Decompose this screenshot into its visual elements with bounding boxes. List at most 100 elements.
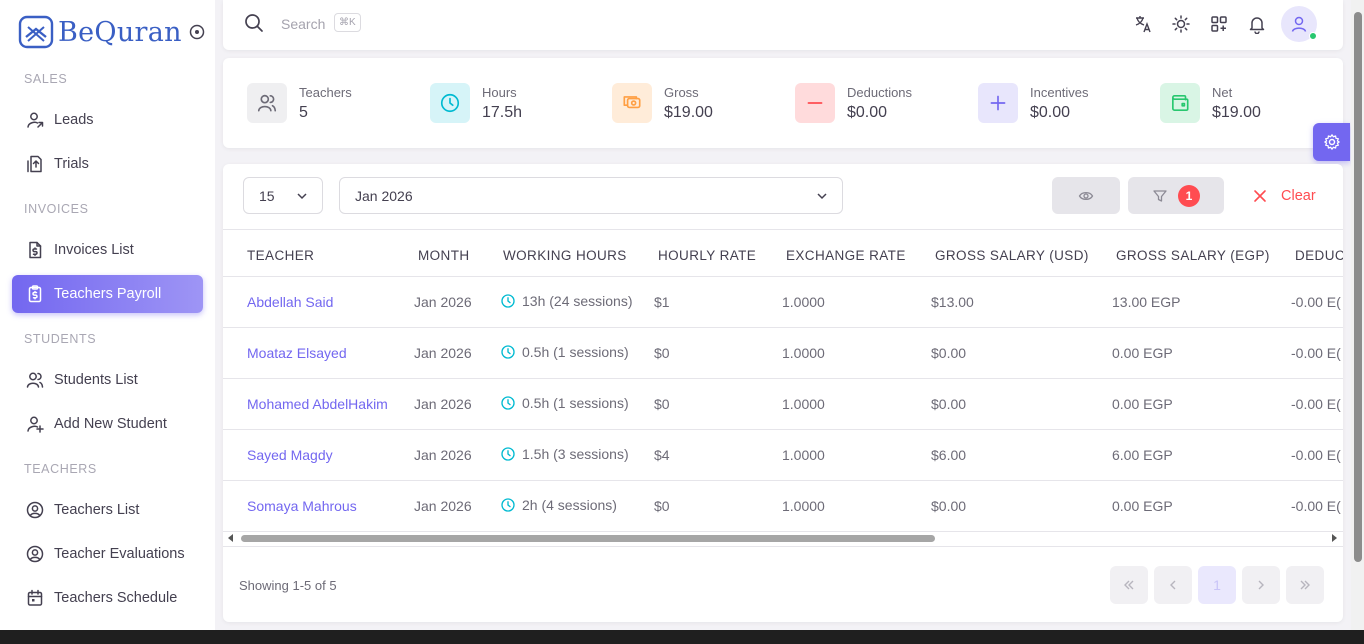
search-icon[interactable] xyxy=(243,12,265,34)
cell-rate: $0 xyxy=(654,498,670,514)
column-header[interactable]: GROSS SALARY (EGP) xyxy=(1116,248,1270,263)
cell-hours: 2h (4 sessions) xyxy=(500,497,617,513)
stat-value: 5 xyxy=(299,103,308,121)
sidebar-section-title: INVOICES xyxy=(24,202,89,216)
scroll-right-icon[interactable] xyxy=(1330,534,1338,542)
payroll-table: TEACHER MONTH WORKING HOURS HOURLY RATE EXCH… xyxy=(223,229,1343,532)
stat-text: Teachers 5 xyxy=(299,85,352,122)
clock-icon xyxy=(501,447,515,461)
apps-grid-icon[interactable] xyxy=(1207,12,1231,36)
page-1-button[interactable]: 1 xyxy=(1198,566,1236,604)
cell-gross-usd: $13.00 xyxy=(931,294,974,310)
cell-gross-egp: 0.00 EGP xyxy=(1112,345,1173,361)
cash-icon xyxy=(612,83,652,123)
cell-gross-usd: $0.00 xyxy=(931,498,967,514)
chevron-down-icon xyxy=(817,193,827,200)
sidebar-item-trials[interactable]: Trials xyxy=(12,145,203,183)
clear-filters-button[interactable]: Clear xyxy=(1253,177,1316,214)
column-header[interactable]: WORKING HOURS xyxy=(503,248,627,263)
stat-label: Hours xyxy=(482,84,517,100)
last-page-button[interactable] xyxy=(1286,566,1324,604)
cell-month: Jan 2026 xyxy=(414,498,472,514)
sidebar-item-label: Teachers Payroll xyxy=(54,286,162,302)
sidebar-item-teachers-payroll[interactable]: Teachers Payroll xyxy=(12,275,203,313)
hours-text: 1.5h (3 sessions) xyxy=(522,446,629,462)
cell-month: Jan 2026 xyxy=(414,294,472,310)
users-icon xyxy=(24,369,46,391)
first-page-button[interactable] xyxy=(1110,566,1148,604)
columns-visibility-button[interactable] xyxy=(1052,177,1120,214)
bell-icon[interactable] xyxy=(1245,12,1269,36)
cell-deduction: -0.00 E( xyxy=(1291,294,1341,310)
stat-net: Net $19.00 xyxy=(1160,83,1261,123)
filter-button[interactable]: 1 xyxy=(1128,177,1224,214)
stat-deductions: Deductions $0.00 xyxy=(795,83,912,123)
month-select[interactable]: Jan 2026 xyxy=(339,177,843,214)
stat-value: $19.00 xyxy=(1212,103,1261,121)
cell-teacher[interactable]: Somaya Mahrous xyxy=(247,498,357,514)
stat-label: Teachers xyxy=(299,84,352,100)
stat-gross: Gross $19.00 xyxy=(612,83,713,123)
cell-teacher[interactable]: Abdellah Said xyxy=(247,294,334,310)
column-header[interactable]: MONTH xyxy=(418,248,470,263)
hours-text: 0.5h (1 sessions) xyxy=(522,344,629,360)
cell-exchange: 1.0000 xyxy=(782,396,825,412)
window-scroll-thumb[interactable] xyxy=(1354,12,1362,562)
translate-icon[interactable] xyxy=(1131,12,1155,36)
window-scrollbar[interactable] xyxy=(1351,0,1364,630)
sidebar-item-teachers-list[interactable]: Teachers List xyxy=(12,491,203,529)
table-body: Abdellah Said Jan 2026 13h (24 sessions) $1… xyxy=(223,277,1343,532)
column-header[interactable]: GROSS SALARY (USD) xyxy=(935,248,1089,263)
per-page-select[interactable]: 15 xyxy=(243,177,323,214)
sidebar-item-label: Teachers List xyxy=(54,502,140,518)
cell-teacher[interactable]: Sayed Magdy xyxy=(247,447,333,463)
cell-deduction: -0.00 E( xyxy=(1291,345,1341,361)
sidebar-item-leads[interactable]: Leads xyxy=(12,101,203,139)
table-horizontal-scrollbar[interactable] xyxy=(223,531,1343,545)
sidebar-toggle-icon[interactable] xyxy=(189,24,205,40)
stat-value: $0.00 xyxy=(847,103,888,121)
stat-label: Gross xyxy=(664,84,699,100)
stat-hours: Hours 17.5h xyxy=(430,83,522,123)
file-dollar-icon xyxy=(24,239,46,261)
cell-gross-egp: 13.00 EGP xyxy=(1112,294,1181,310)
scroll-left-icon[interactable] xyxy=(227,534,235,542)
column-header[interactable]: TEACHER xyxy=(247,248,315,263)
cell-month: Jan 2026 xyxy=(414,447,472,463)
chevron-left-icon xyxy=(1170,580,1176,590)
search-input[interactable]: Search xyxy=(281,16,326,32)
brand[interactable]: BeQuran xyxy=(0,0,215,64)
cell-gross-usd: $6.00 xyxy=(931,447,967,463)
month-value: Jan 2026 xyxy=(355,187,413,204)
column-header[interactable]: HOURLY RATE xyxy=(658,248,757,263)
sidebar: BeQuran SALES Leads Trials INVOICES Invoices… xyxy=(0,0,215,644)
customizer-button[interactable] xyxy=(1313,123,1350,161)
scroll-thumb[interactable] xyxy=(241,535,935,542)
sidebar-section-sales: SALES Leads Trials xyxy=(0,72,215,183)
sidebar-item-invoices-list[interactable]: Invoices List xyxy=(12,231,203,269)
gear-icon xyxy=(1323,134,1340,150)
sidebar-item-label: Leads xyxy=(54,112,94,128)
sidebar-item-teacher-evaluations[interactable]: Teacher Evaluations xyxy=(12,535,203,573)
sidebar-item-teachers-schedule[interactable]: Teachers Schedule xyxy=(12,579,203,617)
cell-exchange: 1.0000 xyxy=(782,345,825,361)
cell-hours: 13h (24 sessions) xyxy=(500,293,633,309)
stat-value: $19.00 xyxy=(664,103,713,121)
next-page-button[interactable] xyxy=(1242,566,1280,604)
pagination-info: Showing 1-5 of 5 xyxy=(239,578,337,593)
cell-deduction: -0.00 E( xyxy=(1291,396,1341,412)
sidebar-section-title: SALES xyxy=(24,72,68,86)
cell-gross-egp: 0.00 EGP xyxy=(1112,498,1173,514)
column-header[interactable]: EXCHANGE RATE xyxy=(786,248,906,263)
sidebar-item-students-list[interactable]: Students List xyxy=(12,361,203,399)
cell-teacher[interactable]: Mohamed AbdelHakim xyxy=(247,396,388,412)
user-avatar[interactable] xyxy=(1281,6,1317,42)
sidebar-item-add-new-student[interactable]: Add New Student xyxy=(12,405,203,443)
cell-teacher[interactable]: Moataz Elsayed xyxy=(247,345,347,361)
column-header[interactable]: DEDUC xyxy=(1295,248,1343,263)
sun-icon[interactable] xyxy=(1169,12,1193,36)
prev-page-button[interactable] xyxy=(1154,566,1192,604)
payroll-card: 15 Jan 2026 1 Clear TEACHER MONTH WORKING … xyxy=(223,164,1343,622)
eye-icon xyxy=(1078,191,1094,200)
sidebar-item-label: Teacher Evaluations xyxy=(54,546,185,562)
